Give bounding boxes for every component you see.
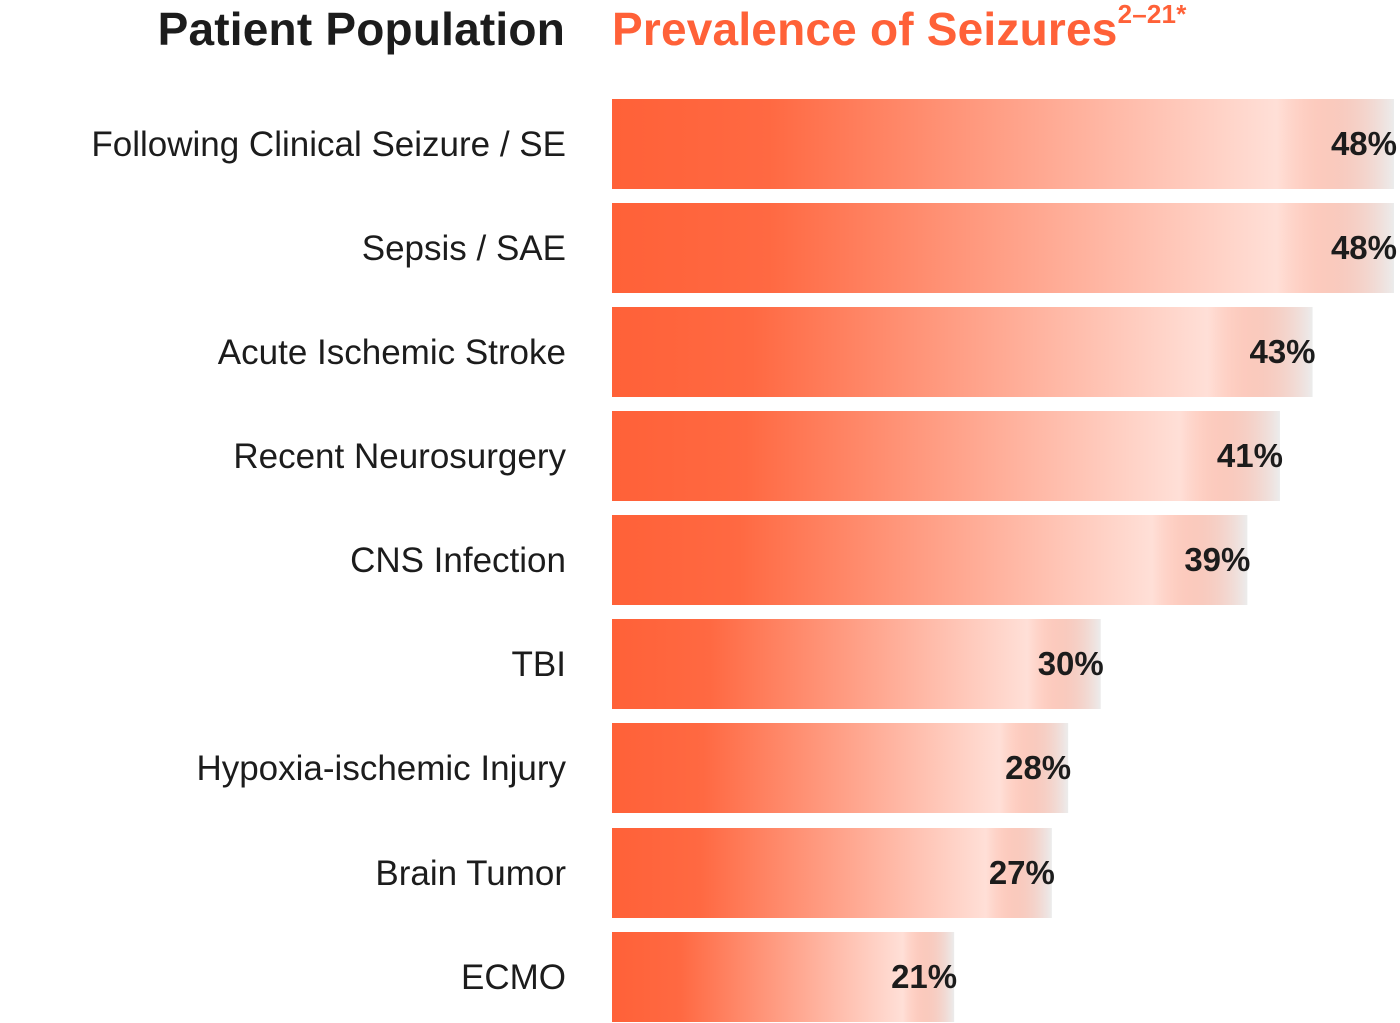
prevalence-header-reference: 2–21* <box>1117 0 1187 29</box>
value-label-4: 41% <box>1217 437 1283 474</box>
category-label-6: TBI <box>512 645 566 684</box>
value-label-5: 39% <box>1184 541 1250 578</box>
category-label-5: CNS Infection <box>350 541 566 580</box>
bar-5 <box>612 515 1248 605</box>
prevalence-header: Prevalence of Seizures2–21* <box>612 0 1187 56</box>
value-label-1: 48% <box>1331 125 1397 162</box>
bar-6 <box>612 619 1101 709</box>
bar-9 <box>612 932 955 1022</box>
bar-2 <box>612 203 1394 293</box>
category-label-2: Sepsis / SAE <box>362 229 566 268</box>
category-label-8: Brain Tumor <box>375 854 566 893</box>
bar-4 <box>612 411 1280 501</box>
value-label-3: 43% <box>1249 333 1315 370</box>
category-label-1: Following Clinical Seizure / SE <box>91 125 566 164</box>
bar-3 <box>612 307 1313 397</box>
category-label-7: Hypoxia-ischemic Injury <box>196 749 566 788</box>
category-label-4: Recent Neurosurgery <box>233 437 566 476</box>
prevalence-header-text: Prevalence of Seizures <box>612 3 1118 55</box>
value-label-6: 30% <box>1038 645 1104 682</box>
value-label-7: 28% <box>1005 749 1071 786</box>
value-label-8: 27% <box>989 854 1055 891</box>
category-label-3: Acute Ischemic Stroke <box>218 333 566 372</box>
category-label-9: ECMO <box>461 958 566 997</box>
bar-8 <box>612 828 1052 918</box>
patient-population-header: Patient Population <box>157 3 565 55</box>
bar-7 <box>612 723 1069 813</box>
bar-1 <box>612 99 1394 189</box>
value-label-2: 48% <box>1331 229 1397 266</box>
value-label-9: 21% <box>891 958 957 995</box>
